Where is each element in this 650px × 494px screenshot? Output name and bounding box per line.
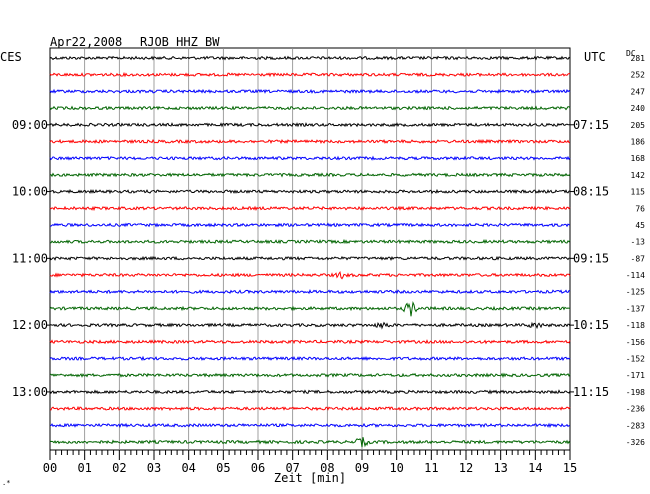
dc-offset-label: -125 (626, 288, 645, 297)
header-date: Apr22,2008 (50, 35, 122, 49)
dc-offset-label: 205 (631, 121, 646, 130)
seismic-trace (49, 288, 571, 295)
seismic-trace (49, 122, 571, 128)
dc-offset-label: -114 (626, 271, 645, 280)
seismic-trace (49, 205, 571, 212)
x-tick-label: 05 (216, 461, 230, 475)
x-tick-label: 03 (147, 461, 161, 475)
dc-offset-label: -137 (626, 304, 645, 313)
dc-offset-label: 186 (631, 137, 646, 146)
dc-offset-label: -171 (626, 371, 645, 380)
x-tick-label: 02 (112, 461, 126, 475)
dc-offset-label: -156 (626, 338, 645, 347)
dc-offset-label: -87 (631, 254, 646, 263)
header-station: RJOB HHZ BW (140, 35, 220, 49)
x-tick-label: 07 (285, 461, 299, 475)
dc-offset-label: -152 (626, 355, 645, 364)
seismic-trace (49, 138, 571, 145)
label-group: 00 01 02 03 04 05 06 07 08 09 10 11 12 13 14 15 281 252 24… (12, 54, 645, 475)
x-tick-label: 01 (77, 461, 91, 475)
seismic-trace (49, 437, 571, 448)
x-tick-label: 00 (43, 461, 57, 475)
dc-offset-label: 252 (631, 71, 646, 80)
right-time-label: 08:15 (573, 185, 609, 199)
left-time-label: 11:00 (12, 251, 48, 265)
grid (46, 47, 574, 460)
right-time-label: 11:15 (573, 385, 609, 399)
seismic-trace (49, 55, 571, 61)
dc-offset-label: 45 (635, 221, 645, 230)
seismic-trace (49, 321, 571, 330)
left-time-label: 13:00 (12, 385, 48, 399)
x-axis-label: Zeit [min] (274, 471, 346, 485)
seismic-trace (49, 422, 571, 429)
seismic-trace (49, 188, 571, 195)
dc-offset-label: 115 (631, 188, 646, 197)
x-tick-label: 15 (563, 461, 577, 475)
dc-offset-label: -198 (626, 388, 645, 397)
seismic-trace (49, 71, 570, 78)
right-time-label: 07:15 (573, 118, 609, 132)
seismic-trace (49, 300, 571, 317)
trace-group (49, 55, 571, 448)
seismic-trace (49, 155, 571, 161)
dc-offset-label: -326 (626, 438, 645, 447)
dc-offset-label: 240 (631, 104, 646, 113)
x-tick-label: 06 (251, 461, 265, 475)
seismic-trace (49, 372, 571, 379)
dc-offset-label: 76 (635, 204, 645, 213)
seismic-trace (49, 172, 571, 178)
x-tick-label: 04 (181, 461, 195, 475)
left-time-label: 10:00 (12, 185, 48, 199)
dc-label: DC (626, 49, 636, 58)
seismic-trace (49, 339, 571, 345)
left-time-label: 09:00 (12, 118, 48, 132)
dc-offset-label: -13 (631, 238, 646, 247)
seismic-trace (49, 271, 571, 280)
right-zone-label: UTC (584, 50, 606, 64)
dc-offset-label: 168 (631, 154, 646, 163)
left-zone-label: CES (0, 50, 22, 64)
dc-offset-label: 247 (631, 87, 646, 96)
x-tick-label: 08 (320, 461, 334, 475)
right-time-label: 10:15 (573, 318, 609, 332)
dc-offset-label: -118 (626, 321, 645, 330)
right-time-label: 09:15 (573, 251, 609, 265)
x-tick-label: 09 (355, 461, 369, 475)
seismic-trace (49, 355, 571, 362)
corner-mark: .* (2, 479, 10, 487)
dc-offset-label: -236 (626, 405, 645, 414)
x-tick-label: 14 (528, 461, 542, 475)
seismic-trace (49, 238, 571, 245)
dc-offset-label: 142 (631, 171, 646, 180)
x-tick-label: 13 (493, 461, 507, 475)
seismic-trace (49, 88, 571, 95)
seismic-trace (49, 105, 571, 111)
x-tick-label: 10 (389, 461, 403, 475)
seismic-trace (49, 405, 571, 412)
seismic-trace (49, 389, 571, 395)
x-tick-label: 12 (459, 461, 473, 475)
seismic-trace (49, 255, 570, 261)
dc-offset-label: 281 (631, 54, 646, 63)
dc-offset-label: -283 (626, 421, 645, 430)
x-tick-label: 11 (424, 461, 438, 475)
seismic-trace (50, 222, 571, 228)
left-time-label: 12:00 (12, 318, 48, 332)
